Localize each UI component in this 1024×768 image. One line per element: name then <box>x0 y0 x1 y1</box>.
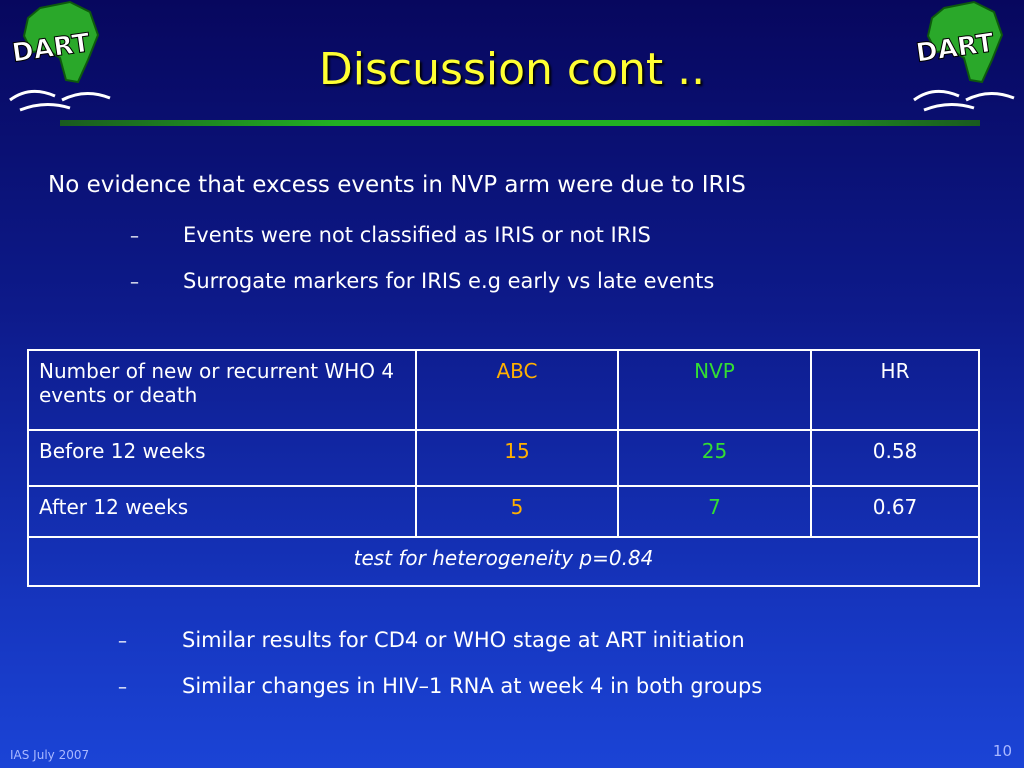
cell: 5 <box>415 485 619 538</box>
dash: – <box>130 272 139 293</box>
cell: 7 <box>617 485 812 538</box>
footnote-row: test for heterogeneity p=0.84 <box>27 536 980 587</box>
row: Before 12 weeks 15 25 0.58 <box>27 429 980 487</box>
footer: IAS July 2007 <box>10 748 90 762</box>
results-table: Number of new or recurrent WHO 4 events … <box>27 349 980 587</box>
dash: – <box>118 677 127 698</box>
title-rule <box>60 120 980 126</box>
page-number: 10 <box>992 742 1012 760</box>
bullet: No evidence that excess events in NVP ar… <box>48 172 746 198</box>
header-cell: ABC <box>415 349 619 431</box>
row: After 12 weeks 5 7 0.67 <box>27 485 980 538</box>
footnote: test for heterogeneity p=0.84 <box>27 536 980 587</box>
header-cell: HR <box>810 349 980 431</box>
dash: – <box>130 226 139 247</box>
sub-bullet: Surrogate markers for IRIS e.g early vs … <box>183 269 715 293</box>
header-cell: Number of new or recurrent WHO 4 events … <box>27 349 417 431</box>
dash: – <box>118 631 127 652</box>
logo-right: DART <box>913 0 1015 112</box>
header-row: Number of new or recurrent WHO 4 events … <box>27 349 980 431</box>
bottom-bullet: Similar changes in HIV–1 RNA at week 4 i… <box>182 674 763 698</box>
logo-left: DART <box>9 0 111 112</box>
cell: Before 12 weeks <box>27 429 417 487</box>
title: Discussion cont .. <box>318 44 706 95</box>
header-cell: NVP <box>617 349 812 431</box>
cell: After 12 weeks <box>27 485 417 538</box>
cell: 25 <box>617 429 812 487</box>
cell: 15 <box>415 429 619 487</box>
cell: 0.67 <box>810 485 980 538</box>
cell: 0.58 <box>810 429 980 487</box>
sub-bullet: Events were not classified as IRIS or no… <box>183 223 651 247</box>
bottom-bullet: Similar results for CD4 or WHO stage at … <box>182 628 745 652</box>
